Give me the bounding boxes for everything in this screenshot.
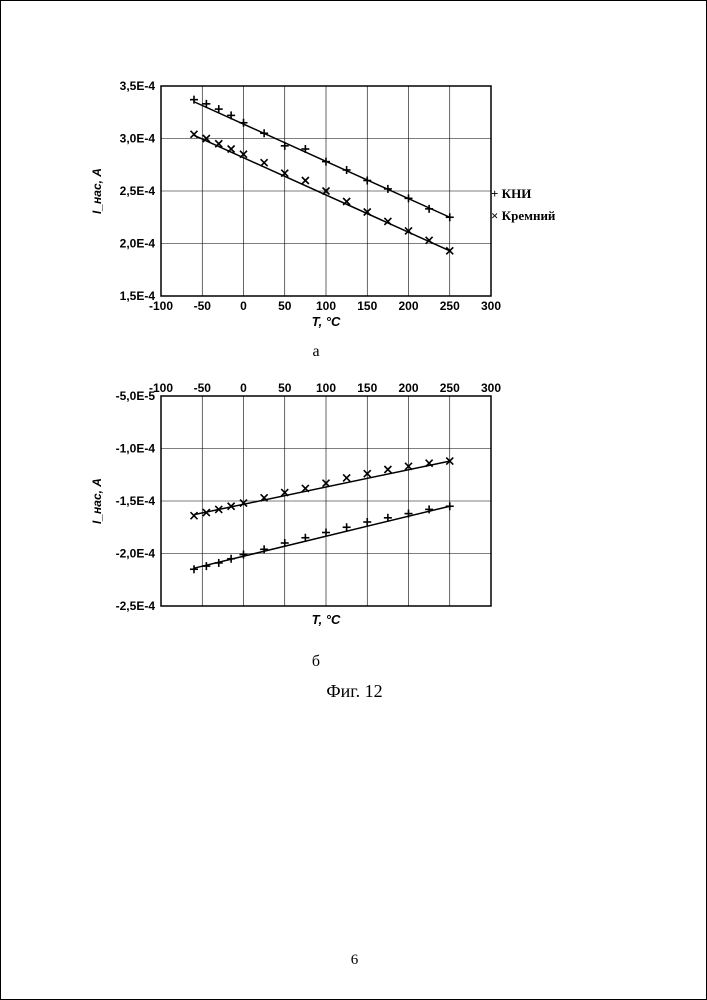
svg-text:100: 100	[316, 299, 336, 313]
page-number: 6	[1, 952, 707, 969]
chart-a-subletter: а	[81, 343, 551, 361]
legend-marker-cross: ×	[491, 208, 498, 223]
svg-text:0: 0	[240, 381, 247, 395]
svg-text:-2,5E-4: -2,5E-4	[116, 599, 156, 613]
legend-marker-plus: +	[491, 186, 498, 201]
chart-b-svg: -100-50050100150200250300-2,5E-4-2,0E-4-…	[81, 381, 551, 651]
legend-label-kni: КНИ	[502, 186, 532, 201]
svg-text:2,5E-4: 2,5E-4	[120, 184, 156, 198]
svg-text:300: 300	[481, 299, 501, 313]
svg-text:-1,0E-4: -1,0E-4	[116, 442, 156, 456]
svg-text:0: 0	[240, 299, 247, 313]
legend-item-silicon: × Кремний	[491, 208, 555, 224]
svg-text:I_нас, А: I_нас, А	[90, 478, 104, 524]
svg-text:1,5E-4: 1,5E-4	[120, 289, 156, 303]
svg-text:300: 300	[481, 381, 501, 395]
svg-text:200: 200	[398, 381, 418, 395]
svg-text:T, °C: T, °C	[312, 314, 341, 329]
svg-text:I_нас, А: I_нас, А	[90, 168, 104, 214]
svg-text:250: 250	[440, 299, 460, 313]
svg-text:250: 250	[440, 381, 460, 395]
chart-b-subletter: б	[81, 653, 551, 671]
svg-text:-50: -50	[194, 381, 212, 395]
svg-text:150: 150	[357, 299, 377, 313]
legend-item-kni: + КНИ	[491, 186, 555, 202]
chart-a-svg: -100-500501001502002503001,5E-42,0E-42,5…	[81, 71, 551, 341]
chart-a-block: -100-500501001502002503001,5E-42,0E-42,5…	[81, 71, 551, 361]
svg-text:3,0E-4: 3,0E-4	[120, 132, 156, 146]
svg-text:-1,5E-4: -1,5E-4	[116, 494, 156, 508]
svg-text:-50: -50	[194, 299, 212, 313]
figure-caption: Фиг. 12	[1, 681, 707, 702]
svg-text:50: 50	[278, 299, 292, 313]
svg-text:200: 200	[398, 299, 418, 313]
svg-text:-5,0E-5: -5,0E-5	[116, 389, 156, 403]
chart-b-block: -100-50050100150200250300-2,5E-4-2,0E-4-…	[81, 381, 551, 671]
legend-label-silicon: Кремний	[502, 208, 556, 223]
legend: + КНИ × Кремний	[491, 186, 555, 224]
svg-text:50: 50	[278, 381, 292, 395]
page-frame: -100-500501001502002503001,5E-42,0E-42,5…	[0, 0, 707, 1000]
svg-text:2,0E-4: 2,0E-4	[120, 237, 156, 251]
svg-text:3,5E-4: 3,5E-4	[120, 79, 156, 93]
svg-text:150: 150	[357, 381, 377, 395]
svg-text:100: 100	[316, 381, 336, 395]
svg-text:T, °C: T, °C	[312, 612, 341, 627]
svg-text:-2,0E-4: -2,0E-4	[116, 547, 156, 561]
